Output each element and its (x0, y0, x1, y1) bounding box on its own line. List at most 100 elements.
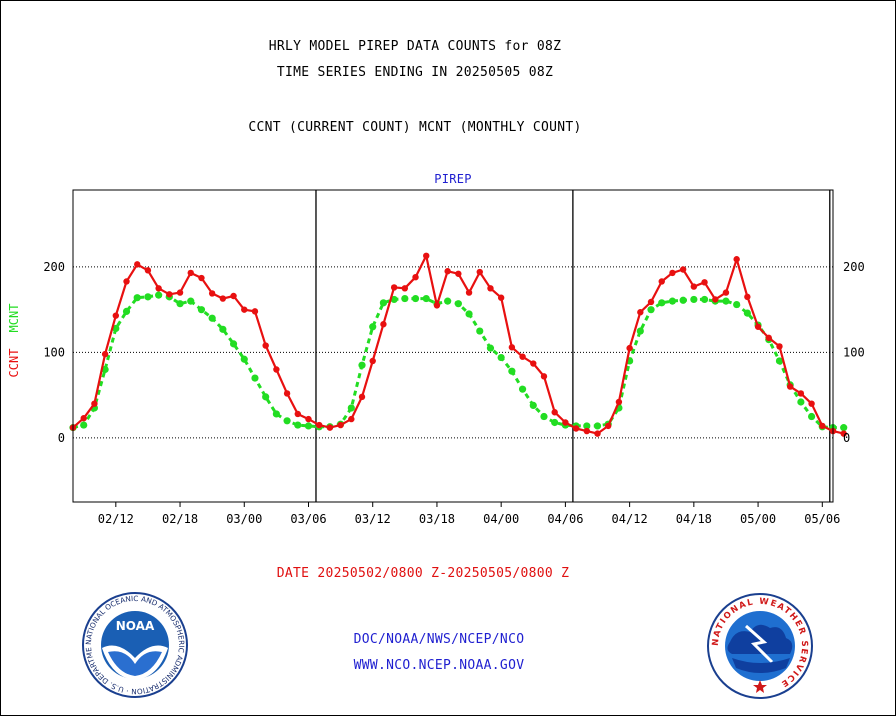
series-line-mcnt (72, 293, 844, 430)
x-tick-label: 03/00 (226, 512, 262, 526)
data-point-ccnt (487, 285, 494, 292)
data-point-ccnt (101, 350, 109, 358)
data-point-ccnt (401, 285, 409, 292)
data-point-ccnt (444, 268, 451, 275)
x-tick-label: 05/00 (740, 512, 776, 526)
y-tick-label-right: 0 (843, 431, 850, 445)
data-point-ccnt (551, 409, 558, 416)
data-point-mcnt (647, 306, 655, 314)
data-point-ccnt (326, 424, 334, 431)
data-point-ccnt (669, 269, 676, 277)
data-point-ccnt (80, 415, 87, 422)
data-point-ccnt (840, 430, 847, 437)
data-point-mcnt (593, 422, 602, 430)
y-tick-label-left: 0 (58, 431, 65, 445)
x-tick-label: 03/06 (290, 512, 326, 526)
data-point-mcnt (679, 296, 687, 304)
data-point-ccnt (155, 285, 162, 292)
date-range: DATE 20250502/0800 Z-20250505/0800 Z (276, 566, 570, 581)
data-point-ccnt (166, 291, 173, 298)
data-point-ccnt (808, 400, 815, 407)
data-point-mcnt (176, 300, 184, 308)
data-point-mcnt (187, 297, 195, 305)
data-point-mcnt (668, 297, 677, 305)
data-point-ccnt (358, 393, 366, 401)
data-point-ccnt (637, 309, 644, 316)
y-tick-label-right: 200 (843, 260, 865, 274)
data-point-mcnt (122, 307, 131, 315)
data-point-mcnt (208, 314, 216, 322)
data-point-mcnt (743, 309, 751, 317)
data-point-ccnt (658, 278, 665, 285)
data-point-ccnt (294, 410, 301, 418)
data-point-mcnt (797, 398, 805, 406)
data-point-mcnt (465, 310, 473, 318)
data-point-mcnt (444, 297, 452, 305)
data-point-mcnt (540, 412, 548, 421)
data-point-ccnt (776, 343, 783, 350)
day-separators (315, 190, 831, 502)
y-axis-label-mcnt: MCNT (7, 304, 21, 333)
data-point-ccnt (765, 334, 772, 342)
data-point-mcnt (529, 401, 537, 410)
data-point-mcnt (636, 327, 644, 335)
x-tick-label: 04/00 (483, 512, 519, 526)
data-point-mcnt (112, 324, 120, 333)
data-point-ccnt (134, 261, 141, 268)
data-point-ccnt (583, 427, 591, 435)
y-tick-label-left: 200 (43, 260, 65, 274)
data-point-ccnt (647, 298, 655, 306)
data-point-mcnt (369, 323, 377, 331)
data-point-ccnt (540, 373, 548, 380)
data-point-mcnt (101, 365, 109, 374)
data-point-mcnt (733, 300, 741, 309)
data-point-ccnt (594, 430, 601, 437)
data-point-ccnt (433, 302, 441, 309)
data-point-mcnt (379, 299, 388, 307)
data-point-ccnt (369, 357, 376, 365)
data-point-ccnt (508, 344, 516, 351)
data-point-mcnt (262, 393, 270, 401)
credit-url[interactable]: WWW.NCO.NCEP.NOAA.GOV (353, 658, 525, 673)
data-point-mcnt (155, 291, 163, 299)
grid-layer (73, 266, 833, 439)
data-point-mcnt (304, 422, 313, 430)
x-tick-label: 04/18 (676, 512, 712, 526)
chart-title: HRLY MODEL PIREP DATA COUNTS for 08Z (268, 39, 562, 54)
data-point-ccnt (412, 273, 419, 281)
y-tick-label-right: 100 (843, 345, 865, 359)
x-tick-label: 03/12 (355, 512, 391, 526)
data-point-mcnt (294, 421, 302, 429)
data-point-ccnt (273, 366, 280, 373)
plot-frame (72, 189, 834, 503)
data-point-mcnt (401, 294, 409, 303)
data-point-mcnt (272, 410, 280, 418)
series-layer (69, 252, 848, 437)
data-point-mcnt (690, 295, 698, 304)
series-line-ccnt (72, 254, 844, 435)
y-axis-label-ccnt: CCNT (7, 349, 21, 378)
x-tick-label: 04/06 (547, 512, 583, 526)
data-point-mcnt (229, 340, 238, 348)
data-point-ccnt (572, 425, 580, 432)
data-point-ccnt (476, 268, 483, 276)
data-point-ccnt (208, 290, 216, 297)
panel-label: PIREP (434, 172, 472, 186)
data-point-mcnt (240, 355, 248, 363)
data-point-ccnt (712, 296, 719, 303)
data-point-ccnt (219, 295, 227, 302)
data-point-mcnt (219, 325, 227, 333)
data-point-mcnt (775, 357, 784, 365)
data-point-ccnt (91, 400, 98, 407)
data-point-ccnt (733, 256, 740, 263)
data-point-ccnt (819, 422, 826, 430)
data-point-ccnt (455, 270, 462, 277)
data-point-ccnt (187, 269, 194, 277)
data-point-mcnt (486, 344, 495, 352)
data-point-ccnt (722, 289, 730, 296)
axis-labels: 0 0 100 100 200 200 02/12 02/18 03/00 03/06 03/12 0… (7, 260, 865, 526)
data-point-ccnt (251, 308, 259, 315)
data-point-mcnt (358, 361, 366, 369)
data-point-mcnt (476, 327, 484, 335)
